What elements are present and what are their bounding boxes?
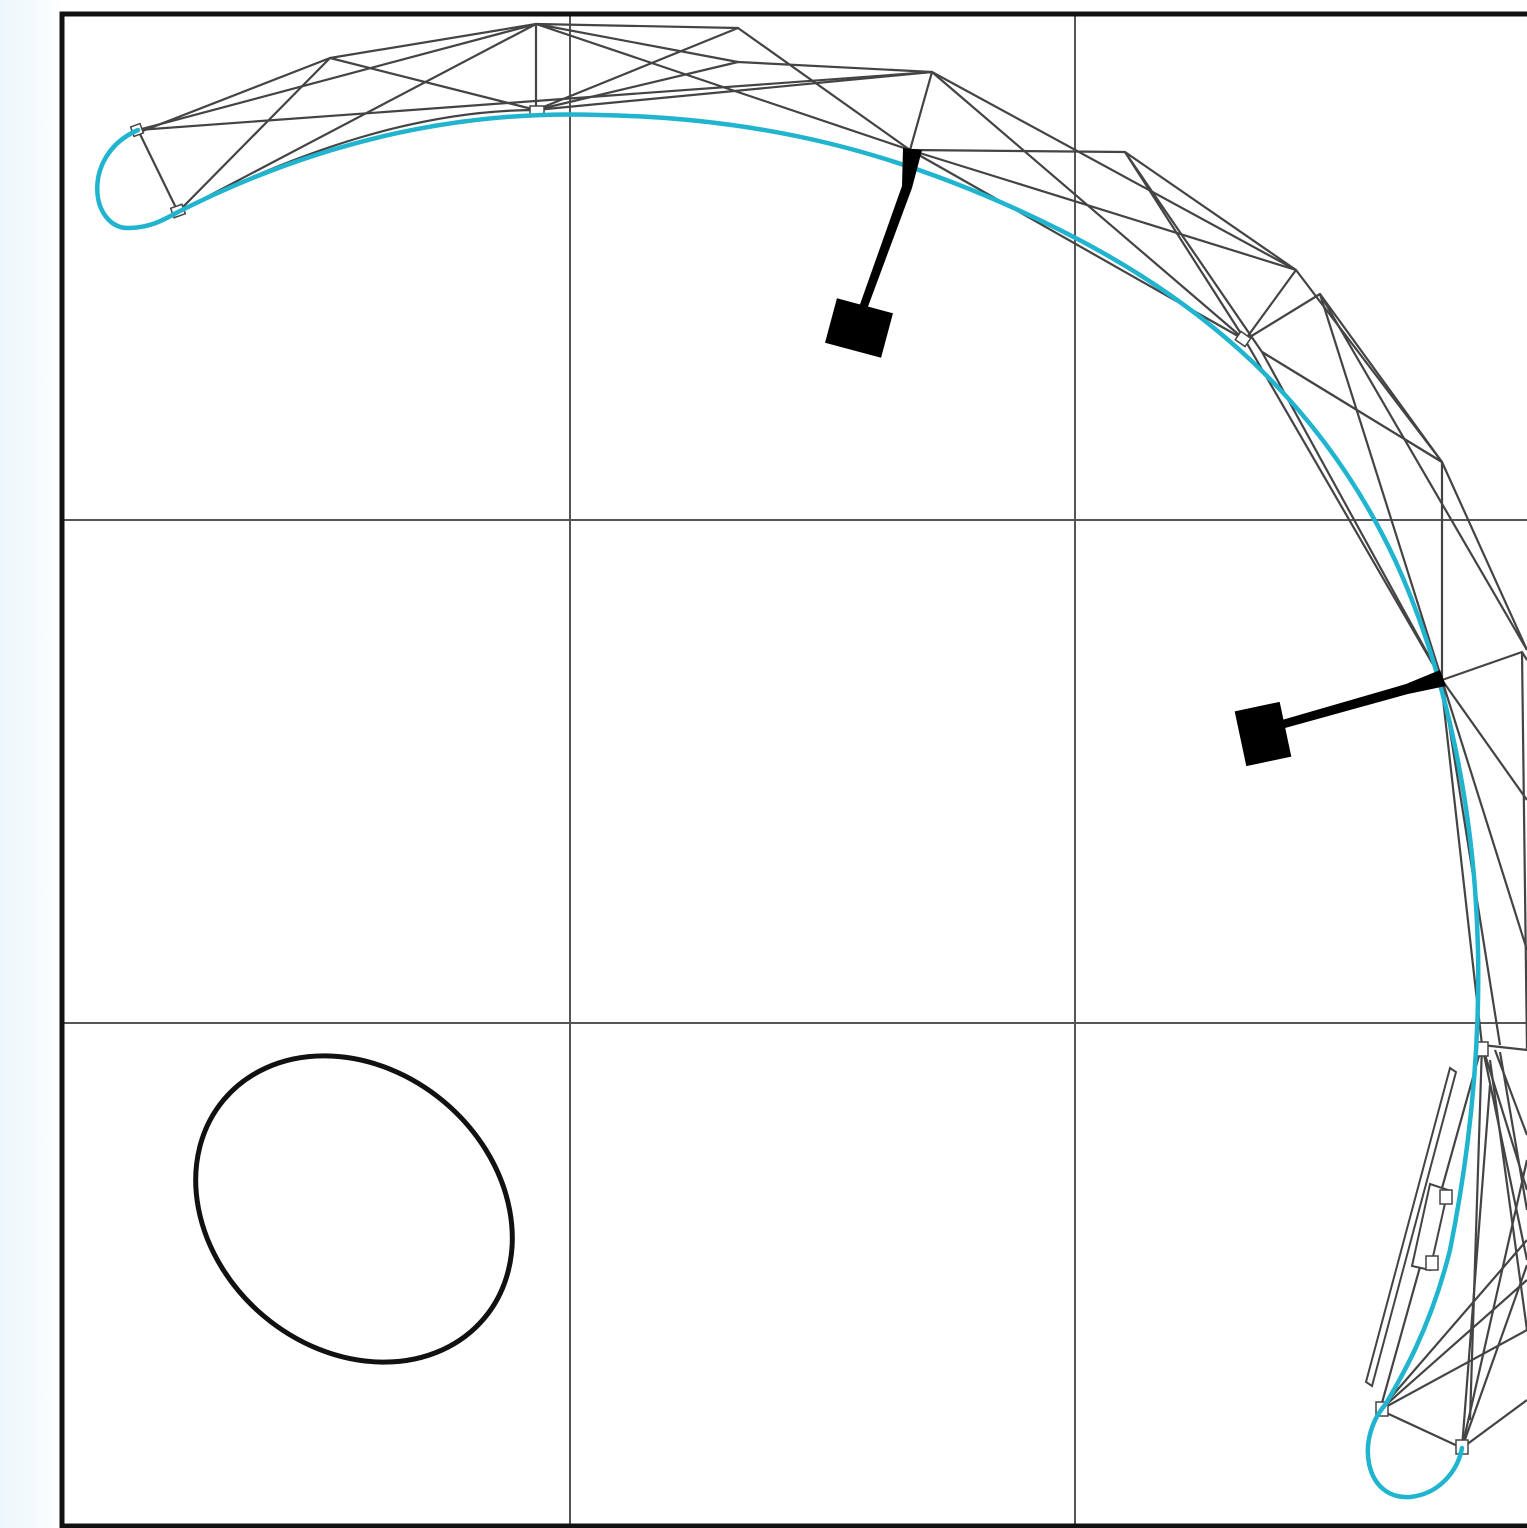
outline-ellipse (193, 1053, 515, 1365)
weight-lower (1234, 670, 1446, 767)
cyan-hook-curve (95, 112, 1481, 1500)
grid-lines (62, 14, 1527, 1526)
weight-lower-block (1234, 701, 1292, 767)
weight-upper-block (825, 298, 893, 358)
lattice-truss (137, 22, 1527, 1449)
weight-upper (825, 148, 922, 358)
weight-lower-arm (1282, 670, 1446, 728)
slat-panel (1364, 1066, 1458, 1388)
plot-frame (59, 11, 1527, 1528)
weight-upper-arm (858, 148, 922, 312)
plot-area (62, 14, 1527, 1526)
